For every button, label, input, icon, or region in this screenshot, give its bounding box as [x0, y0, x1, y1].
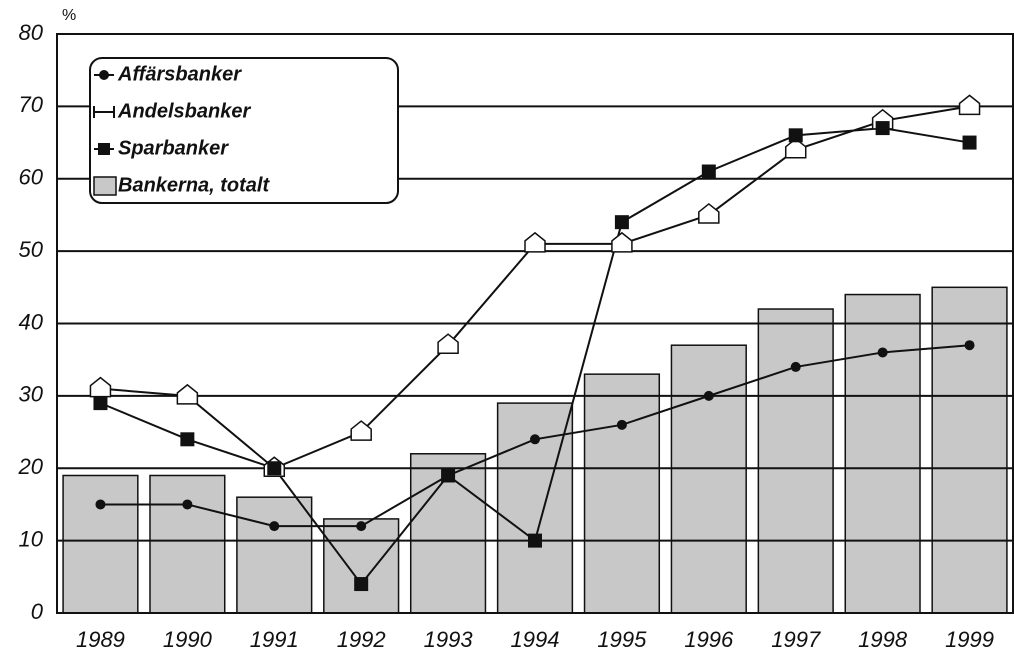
y-tick-label: 80 [19, 20, 44, 45]
legend-label: Andelsbanker [117, 100, 251, 122]
y-tick-label: 60 [19, 165, 44, 190]
bar [62, 474, 139, 614]
y-tick-label: 0 [31, 599, 44, 624]
point [614, 215, 629, 230]
legend-marker [99, 70, 109, 80]
point [95, 499, 106, 510]
point [89, 376, 112, 398]
point [441, 468, 456, 483]
point [698, 202, 720, 224]
y-tick-label: 30 [19, 382, 44, 407]
point [524, 231, 546, 253]
y-axis-label: % [62, 7, 76, 24]
x-tick-label: 1997 [771, 627, 821, 652]
point [611, 231, 633, 253]
x-tick-label: 1996 [684, 627, 734, 652]
y-tick-label: 40 [19, 309, 44, 334]
point [267, 461, 282, 476]
point [437, 333, 459, 354]
point [176, 383, 199, 405]
point [877, 347, 888, 358]
point [354, 577, 369, 592]
point [528, 533, 542, 548]
point [958, 94, 981, 116]
legend-label: Affärsbanker [117, 63, 242, 85]
x-tick-label: 1995 [597, 627, 647, 652]
point [356, 521, 367, 532]
point [269, 521, 280, 532]
x-tick-label: 1993 [424, 627, 474, 652]
y-tick-label: 20 [18, 454, 44, 479]
x-tick-label: 1994 [511, 627, 560, 652]
point [962, 135, 977, 150]
bar [931, 286, 1008, 614]
point [182, 499, 193, 510]
point [616, 419, 627, 430]
legend-label: Bankerna, totalt [118, 174, 270, 196]
point [350, 420, 372, 441]
x-tick-label: 1990 [163, 627, 213, 652]
point [964, 340, 975, 351]
point [701, 164, 716, 179]
point [93, 396, 108, 411]
bar [844, 293, 921, 614]
bar [583, 373, 661, 614]
legend-box [89, 57, 399, 204]
x-tick-label: 1991 [250, 627, 299, 652]
bar [323, 518, 400, 614]
point [180, 432, 195, 447]
y-tick-label: 50 [19, 237, 44, 262]
bar [670, 344, 747, 614]
bar [236, 496, 313, 614]
x-tick-label: 1989 [76, 627, 125, 652]
y-tick-label: 70 [19, 92, 44, 117]
x-tick-label: 1992 [337, 627, 386, 652]
point [788, 128, 803, 143]
x-tick-label: 1999 [945, 627, 994, 652]
bar [149, 474, 226, 614]
point [703, 390, 714, 401]
point [790, 361, 801, 372]
legend-marker [98, 143, 110, 155]
legend-swatch [93, 176, 117, 196]
plot-frame [56, 33, 1014, 614]
point [784, 137, 807, 159]
legend-label: Sparbanker [118, 137, 229, 159]
point [875, 121, 890, 136]
bar [757, 308, 834, 614]
x-tick-label: 1998 [858, 627, 908, 652]
y-tick-label: 10 [19, 526, 44, 551]
point [530, 434, 540, 445]
